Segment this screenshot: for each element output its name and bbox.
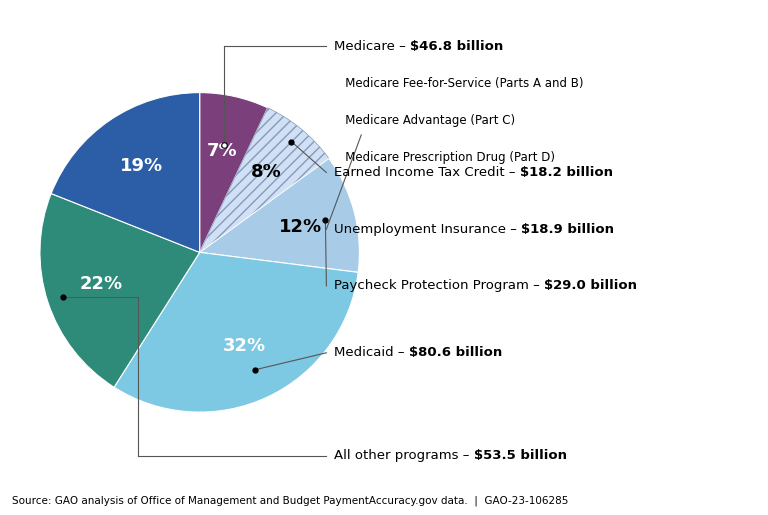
Text: $46.8 billion: $46.8 billion [410,40,503,53]
Wedge shape [51,93,200,252]
Text: Earned Income Tax Credit –: Earned Income Tax Credit – [334,166,520,179]
Text: 22%: 22% [79,276,122,294]
Text: Medicaid –: Medicaid – [334,346,409,359]
Text: Medicare Prescription Drug (Part D): Medicare Prescription Drug (Part D) [334,151,555,164]
Text: $53.5 billion: $53.5 billion [474,449,567,462]
Text: Medicare Advantage (Part C): Medicare Advantage (Part C) [334,114,515,127]
Text: $18.2 billion: $18.2 billion [520,166,613,179]
Text: Medicare –: Medicare – [334,40,410,53]
Text: 12%: 12% [279,217,322,235]
Wedge shape [200,159,359,272]
Wedge shape [200,93,268,252]
Text: Medicare Fee-for-Service (Parts A and B): Medicare Fee-for-Service (Parts A and B) [334,77,584,90]
Text: All other programs –: All other programs – [334,449,474,462]
Text: $18.9 billion: $18.9 billion [521,222,614,236]
Wedge shape [200,108,329,252]
Text: Paycheck Protection Program –: Paycheck Protection Program – [334,279,544,293]
Wedge shape [114,252,358,412]
Text: Source: GAO analysis of Office of Management and Budget PaymentAccuracy.gov data: Source: GAO analysis of Office of Manage… [12,495,568,506]
Text: 19%: 19% [120,158,163,176]
Text: 7%: 7% [207,142,237,160]
Text: $80.6 billion: $80.6 billion [409,346,502,359]
Text: $29.0 billion: $29.0 billion [544,279,637,293]
Text: 8%: 8% [250,163,281,181]
Text: 32%: 32% [222,337,266,355]
Text: Unemployment Insurance –: Unemployment Insurance – [334,222,521,236]
Wedge shape [40,194,200,387]
